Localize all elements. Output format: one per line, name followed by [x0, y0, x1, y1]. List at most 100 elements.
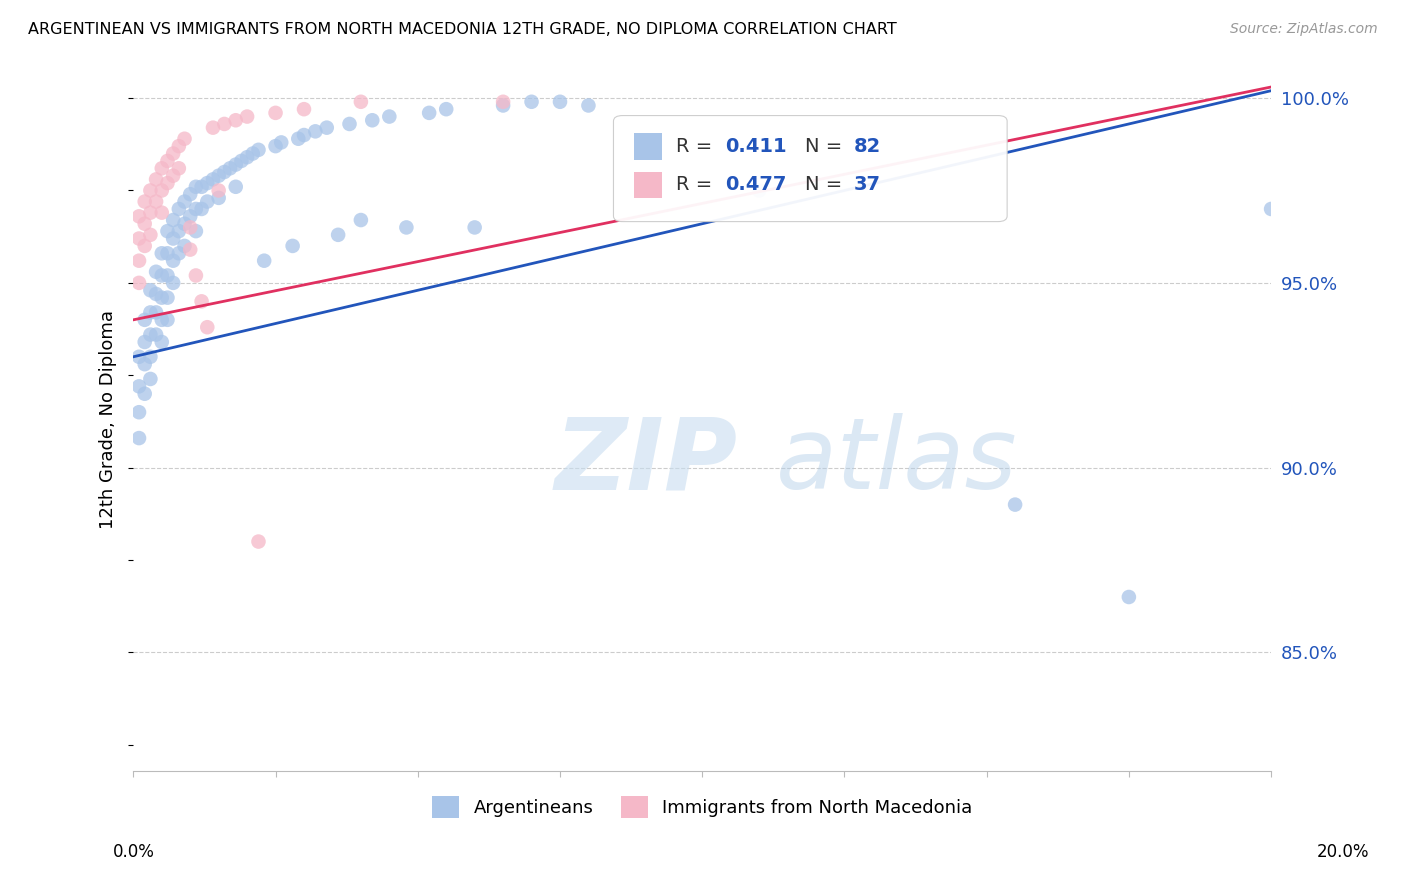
Point	[128, 405, 150, 419]
Point	[236, 110, 259, 124]
Point	[208, 169, 231, 183]
Point	[292, 102, 315, 116]
Point	[128, 431, 150, 445]
Point	[145, 327, 167, 342]
Point	[247, 534, 270, 549]
Point	[128, 210, 150, 224]
Point	[128, 379, 150, 393]
Point	[304, 124, 326, 138]
FancyBboxPatch shape	[634, 172, 662, 198]
Point	[492, 95, 515, 109]
Point	[179, 243, 201, 257]
Text: ARGENTINEAN VS IMMIGRANTS FROM NORTH MACEDONIA 12TH GRADE, NO DIPLOMA CORRELATIO: ARGENTINEAN VS IMMIGRANTS FROM NORTH MAC…	[28, 22, 897, 37]
Point	[253, 253, 276, 268]
Text: N =: N =	[804, 175, 848, 194]
Point	[464, 220, 486, 235]
Point	[214, 117, 236, 131]
Point	[236, 150, 259, 164]
Point	[134, 357, 156, 371]
Point	[184, 224, 207, 238]
Text: 0.411: 0.411	[725, 137, 786, 156]
Point	[208, 184, 231, 198]
Point	[179, 187, 201, 202]
Point	[162, 169, 184, 183]
Point	[150, 268, 173, 283]
Point	[134, 386, 156, 401]
Legend: Argentineans, Immigrants from North Macedonia: Argentineans, Immigrants from North Mace…	[425, 789, 980, 825]
Point	[156, 224, 179, 238]
Point	[350, 213, 373, 227]
Point	[748, 184, 770, 198]
Point	[134, 313, 156, 327]
Point	[173, 132, 195, 146]
Point	[145, 305, 167, 319]
Point	[184, 202, 207, 216]
Point	[162, 146, 184, 161]
Point	[139, 227, 162, 242]
Point	[292, 128, 315, 142]
Point	[578, 98, 600, 112]
Point	[225, 158, 247, 172]
Text: 37: 37	[853, 175, 880, 194]
Point	[350, 95, 373, 109]
Point	[139, 283, 162, 297]
Point	[156, 153, 179, 168]
Text: 20.0%: 20.0%	[1316, 843, 1369, 861]
Point	[492, 98, 515, 112]
Point	[167, 246, 190, 260]
Y-axis label: 12th Grade, No Diploma: 12th Grade, No Diploma	[100, 310, 117, 529]
Point	[145, 265, 167, 279]
Text: 0.477: 0.477	[725, 175, 786, 194]
Point	[134, 239, 156, 253]
Point	[134, 194, 156, 209]
Point	[139, 205, 162, 219]
Text: R =: R =	[676, 175, 718, 194]
Point	[162, 276, 184, 290]
Point	[242, 146, 264, 161]
Point	[156, 313, 179, 327]
Point	[150, 184, 173, 198]
Point	[167, 139, 190, 153]
Point	[150, 246, 173, 260]
Point	[150, 334, 173, 349]
Point	[145, 172, 167, 186]
Point	[201, 120, 224, 135]
Point	[179, 220, 201, 235]
Point	[134, 217, 156, 231]
Point	[128, 350, 150, 364]
Point	[247, 143, 270, 157]
Point	[139, 372, 162, 386]
Text: atlas: atlas	[776, 413, 1018, 510]
Point	[201, 172, 224, 186]
Point	[173, 194, 195, 209]
Point	[145, 194, 167, 209]
Point	[195, 176, 218, 190]
Point	[184, 268, 207, 283]
Point	[281, 239, 304, 253]
Point	[190, 294, 212, 309]
Point	[190, 202, 212, 216]
FancyBboxPatch shape	[613, 116, 1007, 221]
Point	[395, 220, 418, 235]
Point	[128, 276, 150, 290]
Point	[150, 313, 173, 327]
Point	[179, 210, 201, 224]
Point	[195, 320, 218, 334]
Point	[128, 253, 150, 268]
Point	[1260, 202, 1282, 216]
Point	[418, 106, 440, 120]
Point	[156, 291, 179, 305]
Point	[219, 161, 242, 176]
Point	[339, 117, 361, 131]
Point	[287, 132, 309, 146]
Point	[162, 231, 184, 245]
Point	[548, 95, 571, 109]
Point	[264, 106, 287, 120]
Point	[162, 253, 184, 268]
Point	[214, 165, 236, 179]
Point	[150, 161, 173, 176]
Point	[156, 268, 179, 283]
Point	[139, 350, 162, 364]
Point	[139, 305, 162, 319]
Point	[225, 179, 247, 194]
